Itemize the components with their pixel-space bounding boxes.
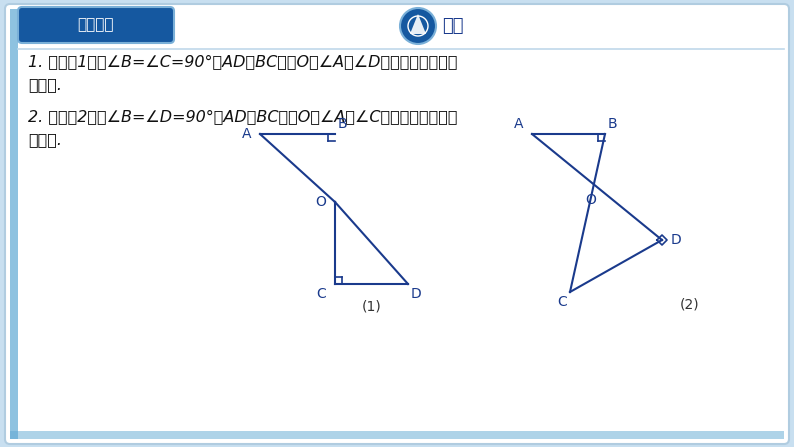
Text: 2. 如图（2），∠B=∠D=90°，AD交BC于点O，∠A与∠C有什么关系？请说: 2. 如图（2），∠B=∠D=90°，AD交BC于点O，∠A与∠C有什么关系？请…: [28, 110, 457, 125]
Text: D: D: [671, 233, 682, 247]
Text: 知识精讲: 知识精讲: [78, 17, 114, 33]
Text: (2): (2): [680, 297, 700, 311]
Circle shape: [400, 8, 436, 44]
Bar: [10, 431, 784, 439]
Text: 明理由.: 明理由.: [28, 132, 62, 148]
Text: B: B: [608, 117, 618, 131]
Text: 明理由.: 明理由.: [28, 77, 62, 93]
Text: A: A: [514, 117, 523, 131]
Text: C: C: [316, 287, 326, 301]
Text: B: B: [338, 117, 348, 131]
Text: C: C: [557, 295, 567, 309]
Text: 1. 如图（1），∠B=∠C=90°，AD交BC于点O，∠A与∠D有什么关系？请说: 1. 如图（1），∠B=∠C=90°，AD交BC于点O，∠A与∠D有什么关系？请…: [28, 55, 457, 69]
Text: D: D: [411, 287, 422, 301]
Text: O: O: [585, 193, 596, 207]
Text: A: A: [241, 127, 251, 141]
FancyBboxPatch shape: [18, 7, 174, 43]
Text: (1): (1): [361, 300, 381, 314]
FancyBboxPatch shape: [5, 4, 789, 444]
Bar: [10, 9, 18, 439]
Text: 探究: 探究: [442, 17, 464, 35]
Text: O: O: [315, 195, 326, 209]
Polygon shape: [410, 14, 426, 34]
